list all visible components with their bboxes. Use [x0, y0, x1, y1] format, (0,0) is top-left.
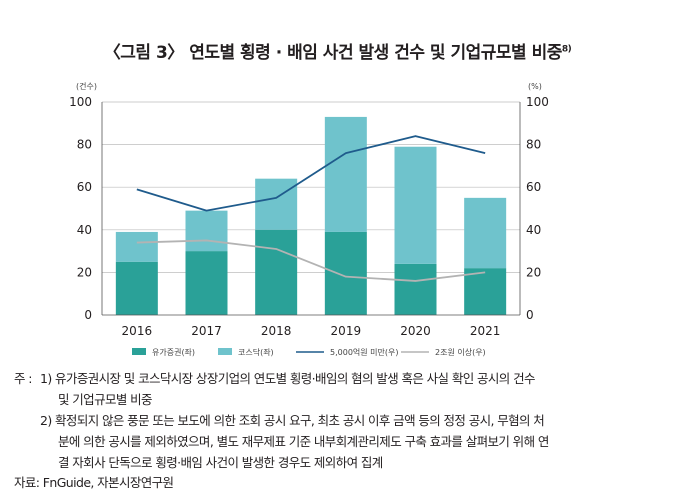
legend-label: 2조원 이상(우)	[435, 347, 486, 357]
chart-area: 0 20 40 60 80 100 0 20 40 60 80 100 (건수) (%) 2016 2017 2…	[69, 81, 549, 357]
title-footnote-marker: 8)	[561, 44, 572, 55]
bar-segment-kospi	[115, 261, 158, 315]
right-axis-unit: (%)	[528, 82, 542, 91]
grid-lines	[102, 101, 520, 273]
right-tick-label: 20	[526, 265, 541, 279]
note-2-line-1: 확정되지 않은 풍문 또는 보도에 의한 조회 공시 요구, 최초 공시 이후 …	[55, 413, 545, 428]
legend-label: 5,000억원 미만(우)	[330, 347, 399, 357]
note-2-marker: 2)	[40, 413, 52, 428]
line-group	[136, 135, 486, 282]
note-1-body: 1) 유가증권시장 및 코스닥시장 상장기업의 연도별 횡령·배임의 혐의 발생…	[40, 368, 535, 410]
bar-group	[115, 116, 507, 315]
legend-swatch	[218, 348, 232, 355]
line-series-under-500b	[136, 135, 486, 212]
left-tick-label: 0	[84, 308, 92, 322]
bar-segment-kosdaq	[464, 197, 507, 269]
note-2: 2) 확정되지 않은 풍문 또는 보도에 의한 조회 공시 요구, 최초 공시 …	[0, 410, 670, 473]
left-axis-unit: (건수)	[76, 81, 97, 91]
right-tick-label: 60	[526, 180, 541, 194]
bar-segment-kosdaq	[115, 231, 158, 262]
bar-segment-kospi	[185, 251, 228, 315]
line-series-over-2t	[136, 239, 486, 282]
x-tick-label: 2017	[191, 324, 222, 338]
right-tick-label: 0	[526, 308, 534, 322]
chart-title: 〈그림 3〉 연도별 횡령 · 배임 사건 발생 건수 및 기업규모별 비중8)	[0, 38, 675, 63]
x-tick-label: 2020	[400, 324, 431, 338]
bar-segment-kosdaq	[324, 116, 367, 232]
right-tick-label: 40	[526, 223, 541, 237]
axes: 0 20 40 60 80 100 0 20 40 60 80 100 (건수) (%) 2016 2017 2…	[69, 81, 549, 338]
notes: 주 : 1) 유가증권시장 및 코스닥시장 상장기업의 연도별 횡령·배임의 혐…	[0, 368, 670, 473]
bar-segment-kosdaq	[394, 146, 437, 264]
legend-label: 코스닥(좌)	[238, 347, 274, 357]
note-2-line-3: 결 자회사 단독으로 횡령·배임 사건이 발생한 경우도 제외하여 집계	[58, 455, 383, 470]
right-tick-label: 80	[526, 138, 541, 152]
bar-segment-kospi	[394, 263, 437, 315]
bar-segment-kosdaq	[255, 178, 298, 230]
source-text: 자료: FnGuide, 자본시장연구원	[14, 475, 174, 490]
chart-title-text: 〈그림 3〉 연도별 횡령 · 배임 사건 발생 건수 및 기업규모별 비중	[103, 43, 563, 63]
left-tick-label: 100	[69, 95, 92, 109]
left-tick-label: 40	[77, 223, 92, 237]
bar-segment-kosdaq	[185, 210, 228, 252]
x-tick-label: 2019	[331, 324, 362, 338]
note-prefix: 주 :	[14, 371, 32, 386]
x-tick-label: 2016	[122, 324, 153, 338]
note-2-body: 2) 확정되지 않은 풍문 또는 보도에 의한 조회 공시 요구, 최초 공시 …	[40, 410, 549, 473]
note-1-line-2: 및 기업규모별 비중	[58, 392, 153, 407]
x-tick-label: 2018	[261, 324, 292, 338]
legend-swatch	[132, 348, 146, 355]
bar-segment-kospi	[324, 231, 367, 315]
bar-segment-kospi	[464, 268, 507, 315]
legend-label: 유가증권(좌)	[152, 347, 195, 357]
left-tick-label: 60	[77, 180, 92, 194]
legend: 유가증권(좌) 코스닥(좌) 5,000억원 미만(우) 2조원 이상(우)	[132, 347, 486, 357]
note-1: 주 : 1) 유가증권시장 및 코스닥시장 상장기업의 연도별 횡령·배임의 혐…	[0, 368, 670, 410]
x-tick-label: 2021	[470, 324, 501, 338]
left-tick-label: 20	[77, 265, 92, 279]
bar-segment-kospi	[255, 229, 298, 315]
left-tick-label: 80	[77, 138, 92, 152]
note-1-marker: 1)	[40, 371, 52, 386]
right-tick-label: 100	[526, 95, 549, 109]
note-2-line-2: 분에 의한 공시를 제외하였으며, 별도 재무제표 기준 내부회계관리제도 구축…	[58, 434, 549, 449]
note-1-line-1: 유가증권시장 및 코스닥시장 상장기업의 연도별 횡령·배임의 혐의 발생 혹은…	[55, 371, 535, 386]
